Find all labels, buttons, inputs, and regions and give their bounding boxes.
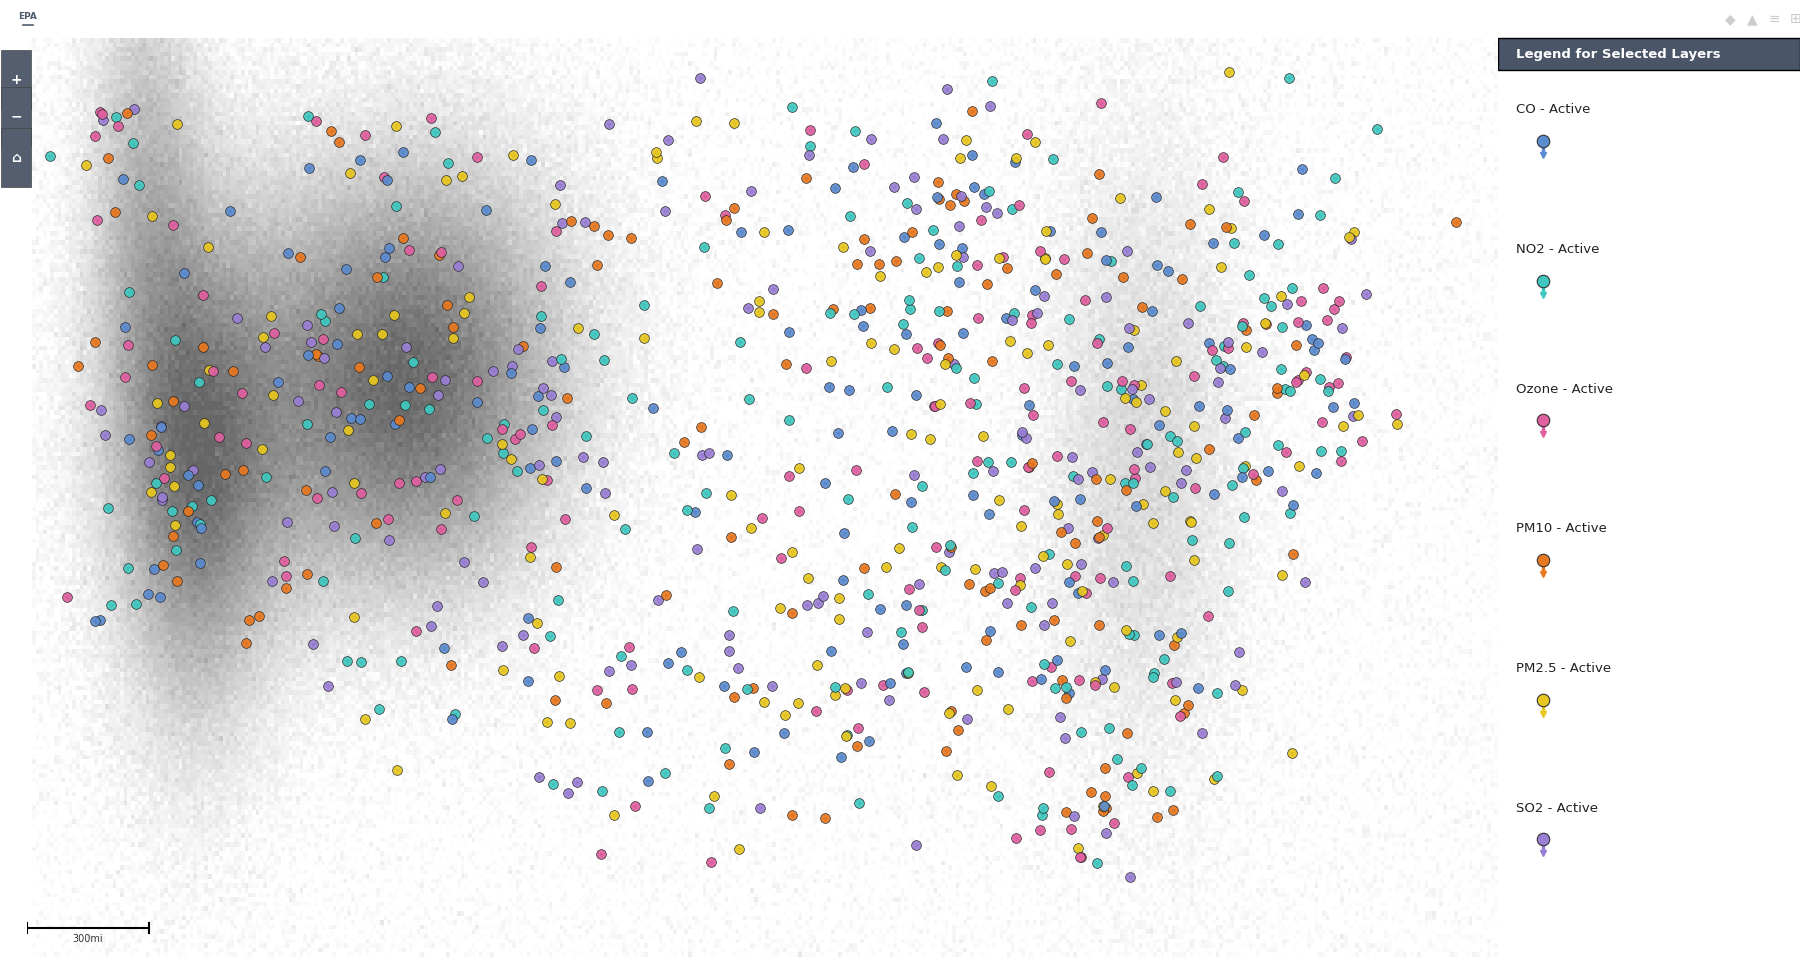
Text: ⊞: ⊞ — [1791, 12, 1800, 26]
Text: 300mi: 300mi — [72, 934, 103, 945]
Text: ≡: ≡ — [1768, 12, 1780, 26]
Text: 🔍: 🔍 — [342, 55, 349, 68]
Text: ◆: ◆ — [1724, 12, 1735, 26]
Text: EPA: EPA — [18, 11, 38, 21]
Text: ⌂: ⌂ — [11, 150, 22, 165]
Text: SO2 - Active: SO2 - Active — [1516, 802, 1598, 814]
Text: PM2.5 - Active: PM2.5 - Active — [1516, 662, 1611, 675]
Text: ▲: ▲ — [1746, 12, 1757, 26]
Circle shape — [14, 5, 41, 33]
Text: PM10 - Active: PM10 - Active — [1516, 523, 1607, 535]
FancyBboxPatch shape — [2, 87, 31, 145]
FancyBboxPatch shape — [1498, 38, 1800, 71]
Text: Ozone - Active: Ozone - Active — [1516, 383, 1613, 396]
FancyBboxPatch shape — [2, 50, 31, 109]
Text: NO2 - Active: NO2 - Active — [1516, 243, 1598, 256]
Text: AirData Air Quality Monitors: AirData Air Quality Monitors — [52, 11, 338, 28]
Text: CO - Active: CO - Active — [1516, 103, 1589, 117]
Text: Find address or place: Find address or place — [45, 55, 171, 68]
Text: +: + — [11, 73, 22, 87]
Text: Legend for Selected Layers: Legend for Selected Layers — [1516, 48, 1721, 61]
Text: −: − — [11, 109, 22, 123]
FancyBboxPatch shape — [2, 128, 31, 188]
